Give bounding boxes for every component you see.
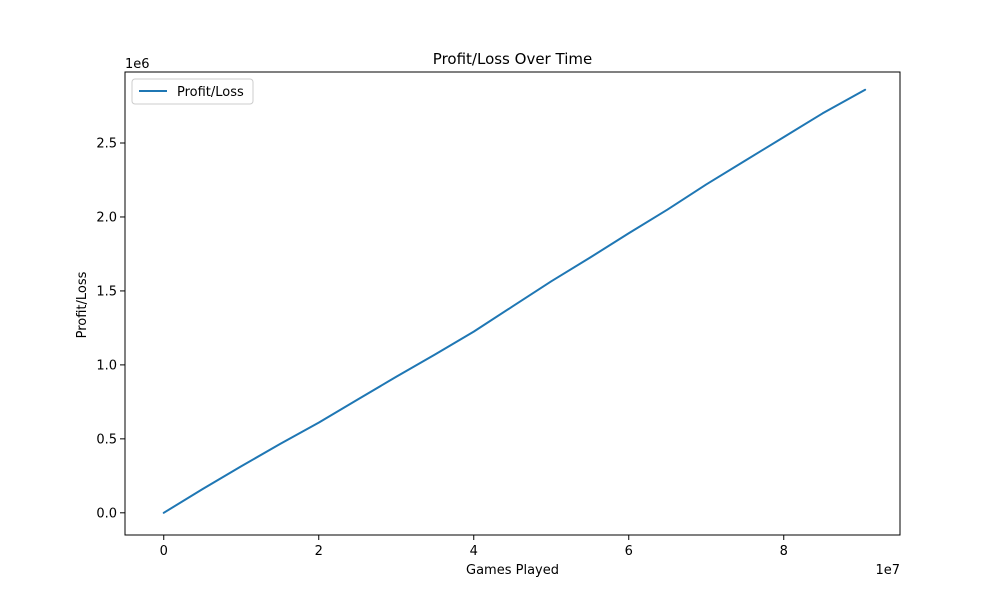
y-tick-label: 1.5 <box>96 284 117 299</box>
y-axis-label: Profit/Loss <box>75 271 90 338</box>
series-layer <box>162 88 867 514</box>
legend-box <box>131 78 254 105</box>
series-line-profit-loss <box>162 88 867 514</box>
x-tick-label: 8 <box>780 544 788 559</box>
y-tick-label: 0.5 <box>96 432 117 447</box>
legend-label: Profit/Loss <box>177 85 244 100</box>
y-tick-label: 1.0 <box>96 358 117 373</box>
legend: Profit/Loss <box>131 78 254 105</box>
y-tick-label: 2.5 <box>96 137 117 152</box>
y-ticks: 0.0 0.5 1.0 1.5 2.0 2.5 <box>96 137 125 521</box>
y-tick-label: 0.0 <box>96 506 117 521</box>
x-axis-label: Games Played <box>466 563 559 578</box>
y-tick-label: 2.0 <box>96 210 117 225</box>
y-offset-label: 1e6 <box>125 57 150 72</box>
x-tick-label: 6 <box>625 544 633 559</box>
chart-title: Profit/Loss Over Time <box>433 50 592 68</box>
x-offset-label: 1e7 <box>875 563 900 578</box>
x-tick-label: 2 <box>315 544 323 559</box>
x-tick-label: 4 <box>470 544 478 559</box>
plot-frame <box>124 71 901 536</box>
x-tick-label: 0 <box>160 544 168 559</box>
x-ticks: 0 2 4 6 8 <box>160 535 788 559</box>
